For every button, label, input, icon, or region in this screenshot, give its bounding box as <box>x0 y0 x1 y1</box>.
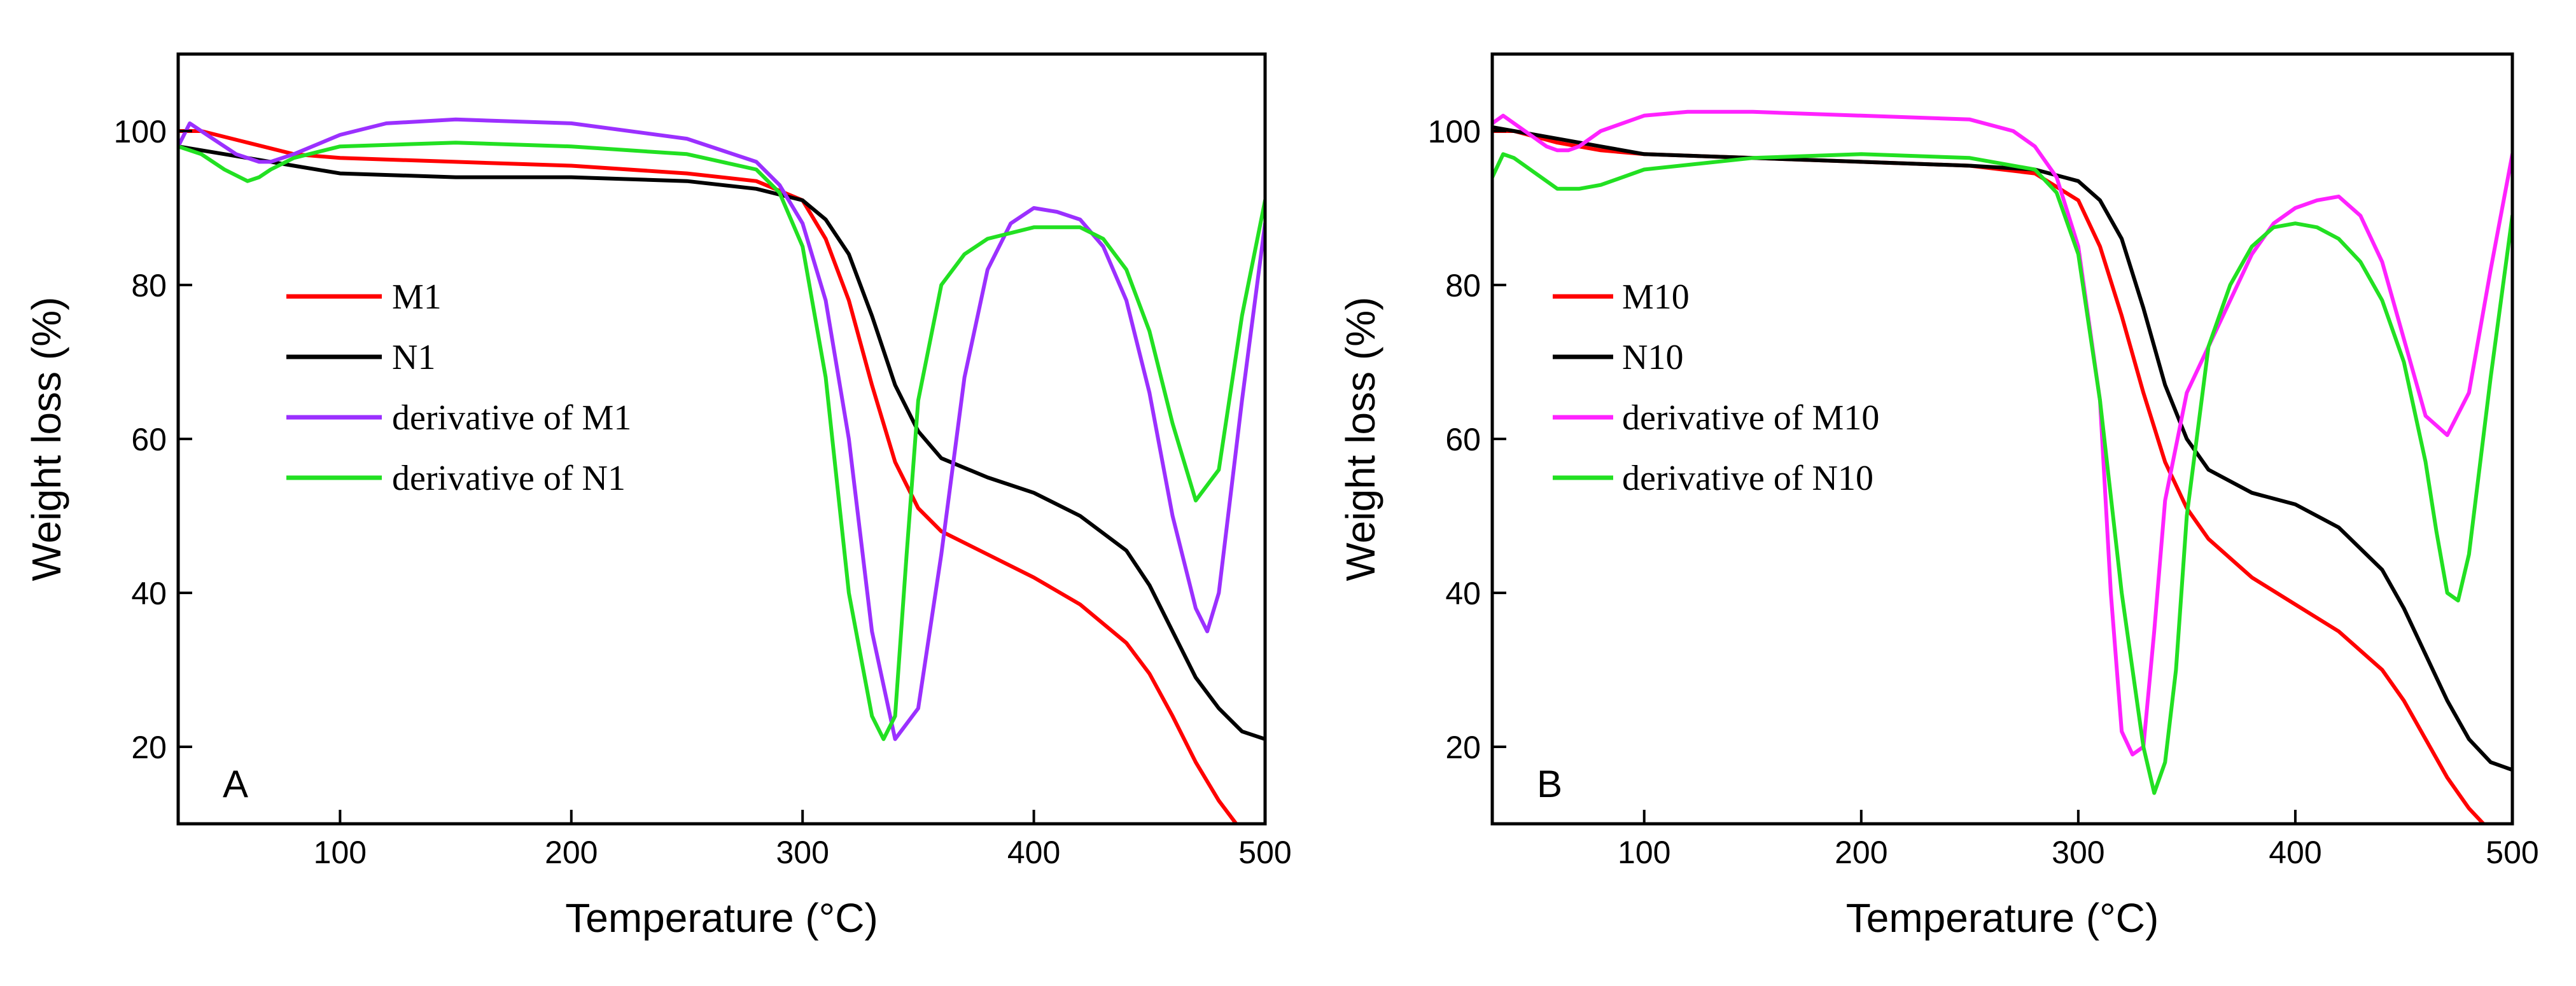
x-tick-label: 200 <box>1835 835 1887 870</box>
legend-label: derivative of M10 <box>1622 398 1879 438</box>
legend-label: derivative of M1 <box>392 398 631 438</box>
legend: M1 N1 derivative of M1 derivative of N1 <box>286 277 631 498</box>
series-line-derivative-of-n1 <box>178 141 1265 741</box>
series-line-m1 <box>178 129 1239 824</box>
y-tick-label: 60 <box>131 422 167 457</box>
series-line-n1 <box>178 144 1265 741</box>
chart-panel-a: 100 200 300 400 500 20 40 60 80 100 Temperature (°… <box>24 52 1292 941</box>
legend-label: N10 <box>1622 338 1683 377</box>
x-tick-label: 500 <box>1238 835 1291 870</box>
panel-label: B <box>1537 763 1562 805</box>
y-tick-label: 40 <box>131 576 167 611</box>
y-tick-label: 100 <box>114 114 167 149</box>
x-tick-label: 300 <box>2052 835 2104 870</box>
series-line-derivative-of-m10 <box>1492 109 2512 757</box>
series-line-n10 <box>1492 125 2512 772</box>
legend-label: derivative of N1 <box>392 459 626 498</box>
legend-label: M1 <box>392 277 442 317</box>
panel-label: A <box>223 763 248 805</box>
x-axis-title: Temperature (°C) <box>565 895 878 941</box>
series-line-derivative-of-n10 <box>1492 152 2512 795</box>
x-tick-label: 400 <box>2269 835 2321 870</box>
plot-frame <box>176 52 1267 826</box>
legend: M10 N10 derivative of M10 derivative of N10 <box>1553 277 1879 498</box>
series-line-derivative-of-m1 <box>178 117 1265 741</box>
y-axis-title: Weight loss (%) <box>1338 297 1383 581</box>
x-tick-label: 400 <box>1007 835 1060 870</box>
y-tick-label: 60 <box>1445 422 1481 457</box>
y-tick-label: 100 <box>1428 114 1481 149</box>
y-tick-label: 80 <box>1445 268 1481 303</box>
y-tick-label: 20 <box>1445 730 1481 765</box>
x-axis-title: Temperature (°C) <box>1846 895 2159 941</box>
y-tick-label: 80 <box>131 268 167 303</box>
x-tick-label: 200 <box>545 835 598 870</box>
x-tick-label: 300 <box>776 835 829 870</box>
legend-label: N1 <box>392 338 435 377</box>
x-tick-label: 500 <box>2486 835 2538 870</box>
chart-panel-b: 100 200 300 400 500 20 40 60 80 100 Temperature (°… <box>1338 52 2539 941</box>
legend-label: derivative of N10 <box>1622 459 1873 498</box>
y-tick-label: 40 <box>1445 576 1481 611</box>
y-tick-label: 20 <box>131 730 167 765</box>
x-tick-label: 100 <box>314 835 367 870</box>
x-tick-label: 100 <box>1618 835 1670 870</box>
legend-label: M10 <box>1622 277 1690 317</box>
y-axis-title: Weight loss (%) <box>24 297 69 581</box>
